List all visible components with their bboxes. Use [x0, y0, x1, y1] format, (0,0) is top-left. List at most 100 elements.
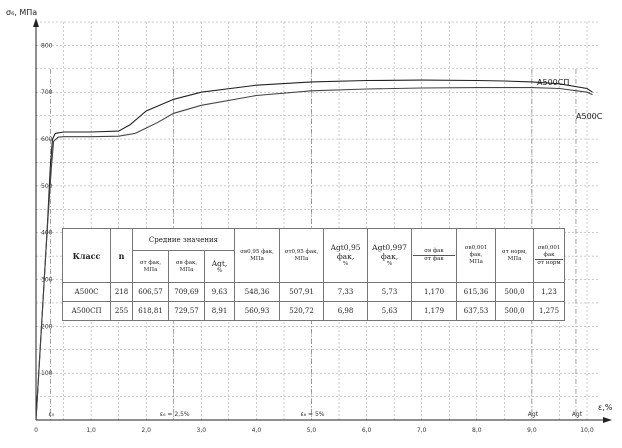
x-tick-label: 7,0 [417, 427, 427, 434]
header-sig-v-095-label: σв0,95 фак, [240, 248, 274, 255]
y-axis-title: σ₆, МПа [6, 8, 37, 17]
header-sig-v: σв фак, МПа [168, 250, 205, 283]
cell-sig-v: 709,69 [168, 282, 205, 302]
cell-agt-0997: 5,63 [367, 301, 413, 321]
header-sig-v-001-unit: МПа [469, 259, 483, 265]
x-tick-label: 6,0 [362, 427, 372, 434]
strain-marker-label: ε₆ = 5% [300, 411, 324, 418]
tick-labels: 0 1,0 2,0 3,0 4,0 5,0 6,0 7,0 8,0 9,0 10,0 100 200 30… [34, 42, 594, 434]
x-tick-label: 9,0 [527, 427, 537, 434]
header-mean-group: Средние значения [131, 228, 236, 251]
y-tick-label: 800 [41, 42, 53, 49]
header-ratio2-top: σв0,001 фак [535, 245, 564, 260]
header-agt-0997: Agt0,997 фак, % [367, 228, 413, 283]
series-label-a500s: А500С [576, 112, 603, 121]
y-tick-label: 600 [41, 136, 53, 143]
table-subheader-row: σт фак, МПа σв фак, МПа Agt, % [63, 250, 565, 283]
cell-ratio: 1,179 [411, 301, 458, 321]
y-tick-label: 100 [41, 370, 53, 377]
cell-sig-t: 606,57 [132, 282, 169, 302]
x-tick-label: 4,0 [252, 427, 262, 434]
cell-agt-095: 7,33 [323, 282, 369, 302]
header-sig-t-norm: σт норм, МПа [495, 228, 535, 283]
header-agt-0997-unit: % [386, 261, 393, 267]
header-ratio: σв фак σт фак [411, 228, 458, 283]
header-sig-v-095-unit: МПа [250, 255, 264, 262]
cell-class: А500С [62, 282, 111, 302]
header-sig-v-001-label: σв0,001 фак, [464, 245, 488, 258]
header-sig-t-label: σт фак, [139, 259, 162, 266]
header-agt-095: Agt0,95 фак, % [323, 228, 369, 283]
cell-class: А500СП [62, 301, 111, 321]
y-tick-label: 700 [41, 89, 53, 96]
cell-ratio2: 1,275 [533, 301, 566, 321]
strain-marker-label: ε₀ [48, 411, 54, 418]
header-agt-095-label: Agt0,95 фак, [330, 243, 361, 261]
mean-values-table: Класс n Средние значения σв0,95 фак, МПа… [62, 228, 566, 321]
cell-agt-0997: 5,73 [367, 282, 413, 302]
cell-sig-v: 729,57 [168, 301, 205, 321]
strain-markers: ε₀ ε₆ = 2,5% ε₆ = 5% Agt Agt [48, 68, 583, 420]
header-sig-t-unit: МПа [143, 266, 158, 273]
header-ratio2: σв0,001 фак σт норм [533, 228, 566, 283]
table-header-row: Класс n Средние значения σв0,95 фак, МПа… [62, 228, 566, 283]
cell-sig-v-001: 615,36 [456, 282, 497, 302]
header-ratio-top: σв фак [413, 248, 456, 256]
y-tick-label: 500 [41, 183, 53, 190]
y-tick-label: 200 [41, 323, 53, 330]
header-sig-t: σт фак, МПа [132, 250, 169, 283]
cell-ratio2: 1,23 [533, 282, 566, 302]
strain-marker-label: Agt [528, 411, 539, 418]
x-axis-arrow [603, 417, 612, 423]
header-sig-t-norm-unit: МПа [507, 255, 522, 262]
header-agt: Agt, % [203, 250, 236, 283]
cell-sig-t: 618,81 [132, 301, 169, 321]
strain-marker-label: Agt [572, 411, 583, 418]
y-axis-arrow [33, 18, 39, 27]
x-tick-label: 8,0 [472, 427, 482, 434]
series-line-a500sp [35, 79, 593, 421]
header-class: Класс [62, 228, 111, 283]
header-agt-0997-label: Agt0,997 фак, [372, 243, 407, 261]
x-tick-label: 10,0 [580, 427, 594, 434]
y-tick-label: 300 [41, 277, 53, 284]
header-ratio-bottom: σт фак [424, 256, 444, 262]
cell-n: 218 [110, 282, 133, 302]
x-tick-label: 3,0 [197, 427, 207, 434]
cell-ratio: 1,170 [411, 282, 458, 302]
header-sig-v-unit: МПа [179, 266, 194, 273]
header-sig-t-095-unit: МПа [294, 255, 309, 262]
cell-n: 255 [110, 301, 133, 321]
header-sig-v-001: σв0,001 фак, МПа [456, 228, 497, 283]
header-sig-v-095: σв0,95 фак, МПа [234, 228, 281, 283]
header-sig-v-label: σв фак, [175, 259, 198, 266]
cell-sig-t-norm: 500,0 [495, 301, 535, 321]
cell-sig-t-095: 520,72 [279, 301, 325, 321]
cell-agt: 8,91 [203, 301, 236, 321]
cell-sig-t-095: 507,91 [279, 282, 325, 302]
header-agt-unit: % [216, 267, 223, 274]
axes [33, 18, 612, 423]
cell-agt-095: 6,98 [323, 301, 369, 321]
header-ratio2-bottom: σт норм [537, 259, 561, 266]
series-label-a500sp: А500СП [537, 78, 569, 87]
header-sig-t-095: σт0,95 фак, МПа [279, 228, 325, 283]
header-sig-t-095-label: σт0,95 фак, [284, 248, 319, 255]
x-tick-label: 2,0 [141, 427, 151, 434]
header-sig-t-norm-label: σт норм, [501, 248, 528, 255]
cell-agt: 9,63 [203, 282, 236, 302]
x-tick-label: 5,0 [307, 427, 317, 434]
cell-sig-v-095: 560,93 [234, 301, 281, 321]
table-row: А500СП 255 618,81 729,57 8,91 560,93 520… [62, 301, 566, 321]
series-line-a500s [35, 87, 593, 421]
cell-sig-v-001: 637,53 [456, 301, 497, 321]
x-axis-title: ε,% [598, 403, 613, 412]
header-agt-095-unit: % [342, 261, 349, 267]
table-row: А500С 218 606,57 709,69 9,63 548,36 507,… [62, 282, 566, 302]
x-tick-label: 1,0 [86, 427, 96, 434]
cell-sig-t-norm: 500,0 [495, 282, 535, 302]
cell-sig-v-095: 548,36 [234, 282, 281, 302]
header-agt-label: Agt, [211, 258, 228, 268]
x-tick-label: 0 [34, 427, 38, 434]
